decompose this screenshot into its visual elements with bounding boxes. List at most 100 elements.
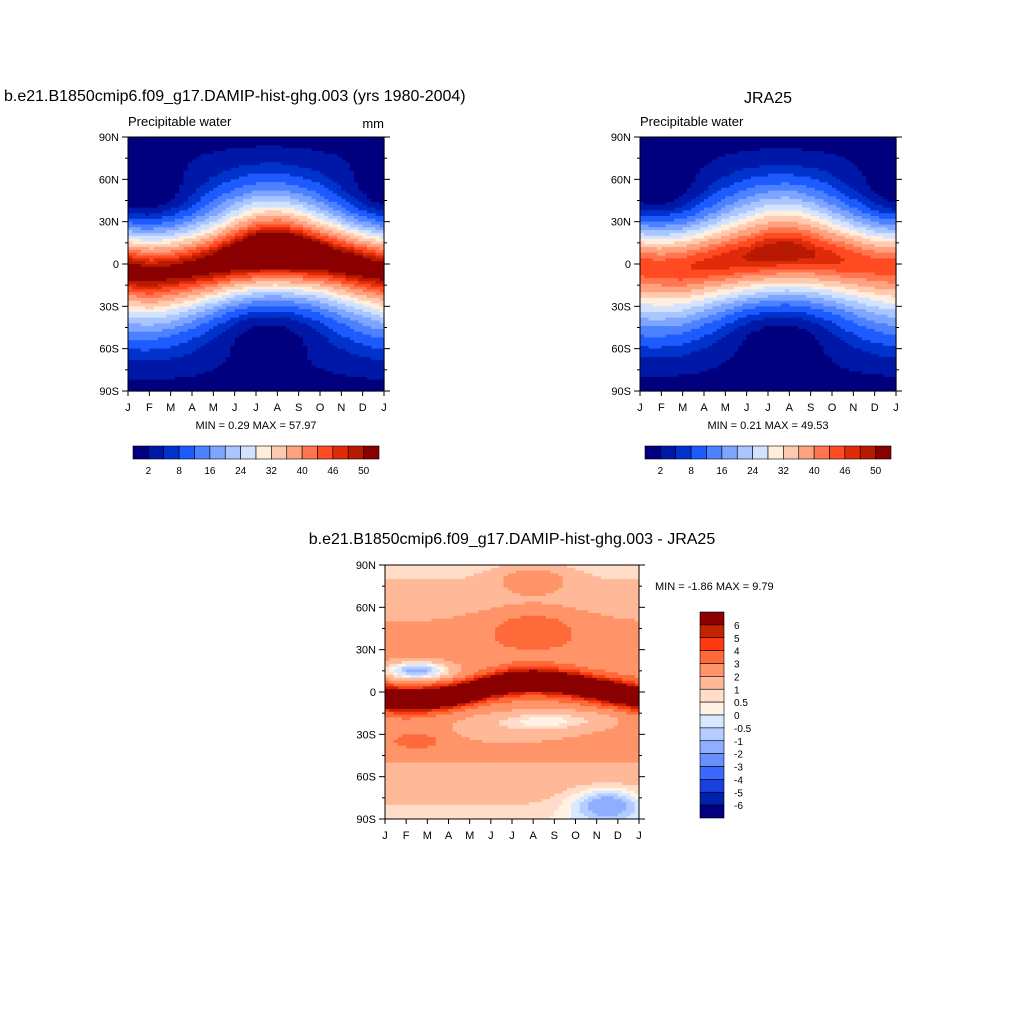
heatmap-cell (260, 199, 266, 203)
heatmap-cell (281, 216, 287, 220)
heatmap-cell (268, 235, 274, 240)
heatmap-cell (277, 227, 283, 231)
heatmap-cell (153, 145, 159, 149)
heatmap-cell (166, 224, 172, 228)
heatmap-cell (132, 241, 138, 245)
heatmap-cell (157, 210, 163, 214)
heatmap-cell (273, 230, 278, 234)
heatmap-cell (362, 184, 368, 189)
heatmap-cell (196, 151, 202, 155)
heatmap-cell (136, 182, 142, 186)
heatmap-cell (256, 218, 261, 223)
heatmap-cell (149, 182, 155, 186)
heatmap-cell (311, 165, 317, 169)
heatmap-cell (349, 230, 355, 234)
heatmap-cell (311, 187, 317, 192)
heatmap-cell (341, 139, 347, 144)
heatmap-cell (264, 232, 270, 237)
heatmap-cell (349, 232, 355, 237)
heatmap-cell (366, 224, 372, 228)
heatmap-cell (162, 218, 167, 223)
heatmap-cell (290, 165, 295, 169)
heatmap-cell (354, 210, 359, 214)
heatmap-cell (311, 184, 317, 189)
heatmap-cell (273, 145, 278, 149)
heatmap-cell (162, 162, 167, 166)
heatmap-cell (221, 241, 227, 245)
heatmap-cell (315, 218, 321, 223)
heatmap-cell (341, 187, 347, 192)
heatmap-cell (256, 190, 261, 195)
heatmap-cell (200, 238, 206, 243)
heatmap-cell (324, 213, 330, 217)
heatmap-cell (264, 182, 270, 186)
heatmap-cell (341, 244, 347, 248)
heatmap-cell (251, 224, 257, 228)
heatmap-cell (268, 196, 274, 200)
heatmap-cell (379, 244, 385, 248)
heatmap-cell (213, 179, 219, 183)
heatmap-cell (375, 165, 381, 169)
heatmap-cell (281, 213, 287, 217)
heatmap-cell (315, 159, 321, 163)
heatmap-cell (221, 221, 227, 226)
heatmap-cell (149, 218, 155, 223)
heatmap-cell (337, 151, 342, 155)
heatmap-cell (234, 221, 240, 226)
heatmap-cell (354, 235, 359, 240)
heatmap-cell (285, 210, 291, 214)
heatmap-cell (192, 238, 197, 243)
heatmap-cell (320, 232, 325, 237)
heatmap-cell (294, 170, 300, 175)
heatmap-cell (174, 148, 180, 152)
heatmap-cell (264, 137, 270, 141)
heatmap-cell (371, 148, 377, 152)
heatmap-cell (320, 224, 325, 228)
heatmap-cell (277, 193, 283, 197)
heatmap-cell (162, 176, 167, 180)
heatmap-cell (371, 187, 377, 192)
heatmap-cell (162, 247, 167, 251)
heatmap-cell (226, 156, 231, 161)
heatmap-cell (226, 145, 231, 149)
heatmap-cell (315, 204, 321, 209)
heatmap-cell (179, 224, 185, 228)
heatmap-cell (379, 232, 385, 237)
heatmap-cell (243, 193, 249, 197)
heatmap-cell (294, 241, 300, 245)
heatmap-cell (277, 204, 283, 209)
heatmap-cell (366, 221, 372, 226)
heatmap-cell (230, 142, 236, 147)
heatmap-cell (320, 151, 325, 155)
heatmap-cell (260, 165, 266, 169)
heatmap-cell (366, 196, 372, 200)
heatmap-cell (260, 190, 266, 195)
heatmap-cell (213, 196, 219, 200)
heatmap-cell (311, 145, 317, 149)
heatmap-cell (226, 232, 231, 237)
heatmap-cell (294, 249, 300, 254)
heatmap-cell (315, 182, 321, 186)
heatmap-cell (281, 170, 287, 175)
heatmap-cell (379, 173, 385, 178)
heatmap-cell (332, 244, 338, 248)
heatmap-cell (251, 213, 257, 217)
heatmap-cell (187, 176, 193, 180)
heatmap-cell (273, 207, 278, 211)
heatmap-cell (226, 184, 231, 189)
heatmap-cell (196, 184, 202, 189)
heatmap-cell (290, 187, 295, 192)
heatmap-cell (196, 201, 202, 206)
heatmap-cell (187, 151, 193, 155)
heatmap-cell (337, 137, 342, 141)
heatmap-cell (358, 170, 364, 175)
heatmap-cell (183, 162, 189, 166)
heatmap-cell (140, 153, 146, 158)
heatmap-cell (174, 173, 180, 178)
heatmap-cell (371, 207, 377, 211)
heatmap-cell (302, 204, 308, 209)
heatmap-cell (179, 230, 185, 234)
heatmap-cell (290, 137, 295, 141)
heatmap-cell (132, 210, 138, 214)
heatmap-cell (366, 168, 372, 172)
